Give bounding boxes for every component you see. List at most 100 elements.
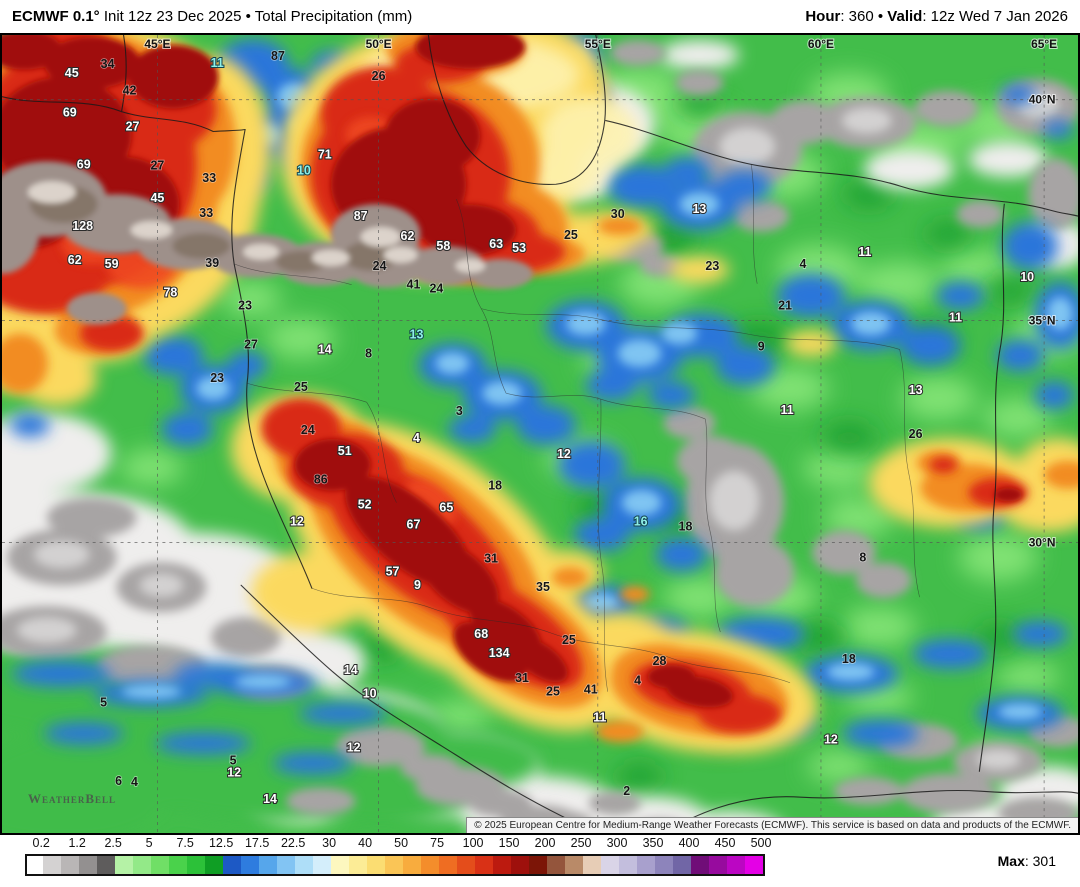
map-value-label: 12 <box>290 515 304 529</box>
legend-tick: 450 <box>714 836 736 850</box>
admin-borders <box>234 164 920 692</box>
legend-tick: 0.2 <box>32 836 50 850</box>
legend-tick: 50 <box>394 836 409 850</box>
map-value-label: 25 <box>564 228 578 242</box>
map-value-label: 12 <box>557 447 571 461</box>
map-value-label: 9 <box>414 578 421 592</box>
map-value-label: 12 <box>227 765 241 779</box>
legend-segment <box>403 856 440 874</box>
legend-segment <box>295 856 332 874</box>
legend-segment <box>223 856 260 874</box>
map-value-label: 25 <box>294 380 308 394</box>
max-value: : 301 <box>1024 853 1056 869</box>
legend-segment <box>690 856 727 874</box>
map-value-label: 3 <box>456 404 463 418</box>
legend-tick: 75 <box>430 836 445 850</box>
legend-tick: 350 <box>642 836 664 850</box>
map-value-label: 26 <box>909 427 923 441</box>
legend-tick: 7.5 <box>176 836 194 850</box>
legend-tick: 12.5 <box>208 836 234 850</box>
map-value-label: 86 <box>314 473 328 487</box>
legend-tick: 400 <box>678 836 700 850</box>
map-value-label: 11 <box>211 56 224 70</box>
map-value-label: 21 <box>778 299 792 313</box>
map-value-label: 65 <box>439 501 453 515</box>
model-name: ECMWF 0.1° <box>12 8 100 25</box>
map-value-label: 6 <box>115 774 122 788</box>
longitude-label: 65°E <box>1031 37 1057 51</box>
map-value-label: 27 <box>126 120 140 134</box>
map-value-label: 27 <box>150 158 164 172</box>
map-value-label: 33 <box>199 206 213 220</box>
longitude-label: 60°E <box>808 37 834 51</box>
map-value-label: 5 <box>100 696 107 710</box>
legend-segment <box>546 856 583 874</box>
map-value-label: 51 <box>338 444 352 458</box>
color-scale-legend: 0.2 1.2 2.5 5 7.5 12.5 17.5 22.5 30 40 50 75 100 150 2… <box>0 835 1080 887</box>
legend-segment <box>654 856 691 874</box>
legend-segment <box>27 856 44 874</box>
map-value-label: 14 <box>318 342 332 356</box>
legend-segment <box>618 856 655 874</box>
graticule-labels: 45°E 50°E 55°E 60°E 65°E 40°N 35°N 30°N <box>143 36 1058 550</box>
latitude-label: 40°N <box>1029 93 1056 107</box>
legend-segment <box>511 856 547 874</box>
map-value-label: 8 <box>365 346 372 360</box>
map-value-label: 16 <box>634 515 648 529</box>
map-value-label: 11 <box>949 311 962 325</box>
map-container: 45°E 50°E 55°E 60°E 65°E 40°N 35°N 30°N 87 11 34 4… <box>0 33 1080 835</box>
legend-segment <box>43 856 80 874</box>
legend-tick: 150 <box>498 836 520 850</box>
map-value-label: 41 <box>584 683 598 697</box>
map-value-label: 39 <box>205 256 219 270</box>
map-value-label: 26 <box>372 69 386 83</box>
legend-segment <box>475 856 511 874</box>
map-value-label: 69 <box>77 157 91 171</box>
map-value-label: 69 <box>63 106 77 120</box>
max-label: Max <box>997 853 1025 869</box>
valid-time: Hour: 360 • Valid: 12z Wed 7 Jan 2026 <box>805 8 1068 25</box>
map-value-label: 87 <box>354 209 368 223</box>
map-value-label: 12 <box>347 740 361 754</box>
map-value-label: 24 <box>373 259 387 273</box>
map-value-label: 87 <box>271 49 285 63</box>
map-value-label: 41 <box>407 278 421 292</box>
blue-field <box>9 35 1078 775</box>
legend-segment <box>115 856 152 874</box>
map-value-label: 14 <box>344 663 358 677</box>
map-value-label: 53 <box>512 241 526 255</box>
map-value-label: 11 <box>780 403 793 417</box>
legend-tick: 200 <box>534 836 556 850</box>
map-value-label: 25 <box>546 685 560 699</box>
map-value-label: 62 <box>68 253 82 267</box>
map-value-label: 14 <box>263 792 277 806</box>
map-value-label: 13 <box>692 202 706 216</box>
map-value-label: 25 <box>562 633 576 647</box>
valid-label: Valid <box>887 8 923 25</box>
legend-segment <box>187 856 224 874</box>
map-value-label: 4 <box>413 431 420 445</box>
longitude-label: 45°E <box>144 37 170 51</box>
map-value-label: 52 <box>358 498 372 512</box>
map-value-label: 57 <box>386 564 400 578</box>
legend-segment <box>582 856 619 874</box>
map-value-label: 2 <box>623 784 630 798</box>
map-value-label: 31 <box>515 671 529 685</box>
map-value-label: 63 <box>489 237 503 251</box>
map-value-label: 62 <box>401 229 415 243</box>
legend-color-bar <box>25 854 765 876</box>
page-title: ECMWF 0.1° Init 12z 23 Dec 2025 • Total … <box>12 8 412 25</box>
map-value-label: 8 <box>859 550 866 564</box>
map-value-label: 23 <box>210 371 224 385</box>
map-value-label: 27 <box>244 337 258 351</box>
map-value-label: 18 <box>488 479 502 493</box>
mountain-gray-overlay <box>2 161 534 325</box>
max-value-label: Max: 301 <box>998 853 1056 869</box>
legend-tick-labels: 0.2 1.2 2.5 5 7.5 12.5 17.5 22.5 30 40 50 75 100 150 2… <box>0 836 1080 852</box>
legend-tick: 17.5 <box>244 836 270 850</box>
map-value-label: 78 <box>163 286 177 300</box>
latitude-label: 30°N <box>1029 535 1056 549</box>
legend-segment <box>367 856 404 874</box>
map-value-label: 31 <box>484 551 498 565</box>
